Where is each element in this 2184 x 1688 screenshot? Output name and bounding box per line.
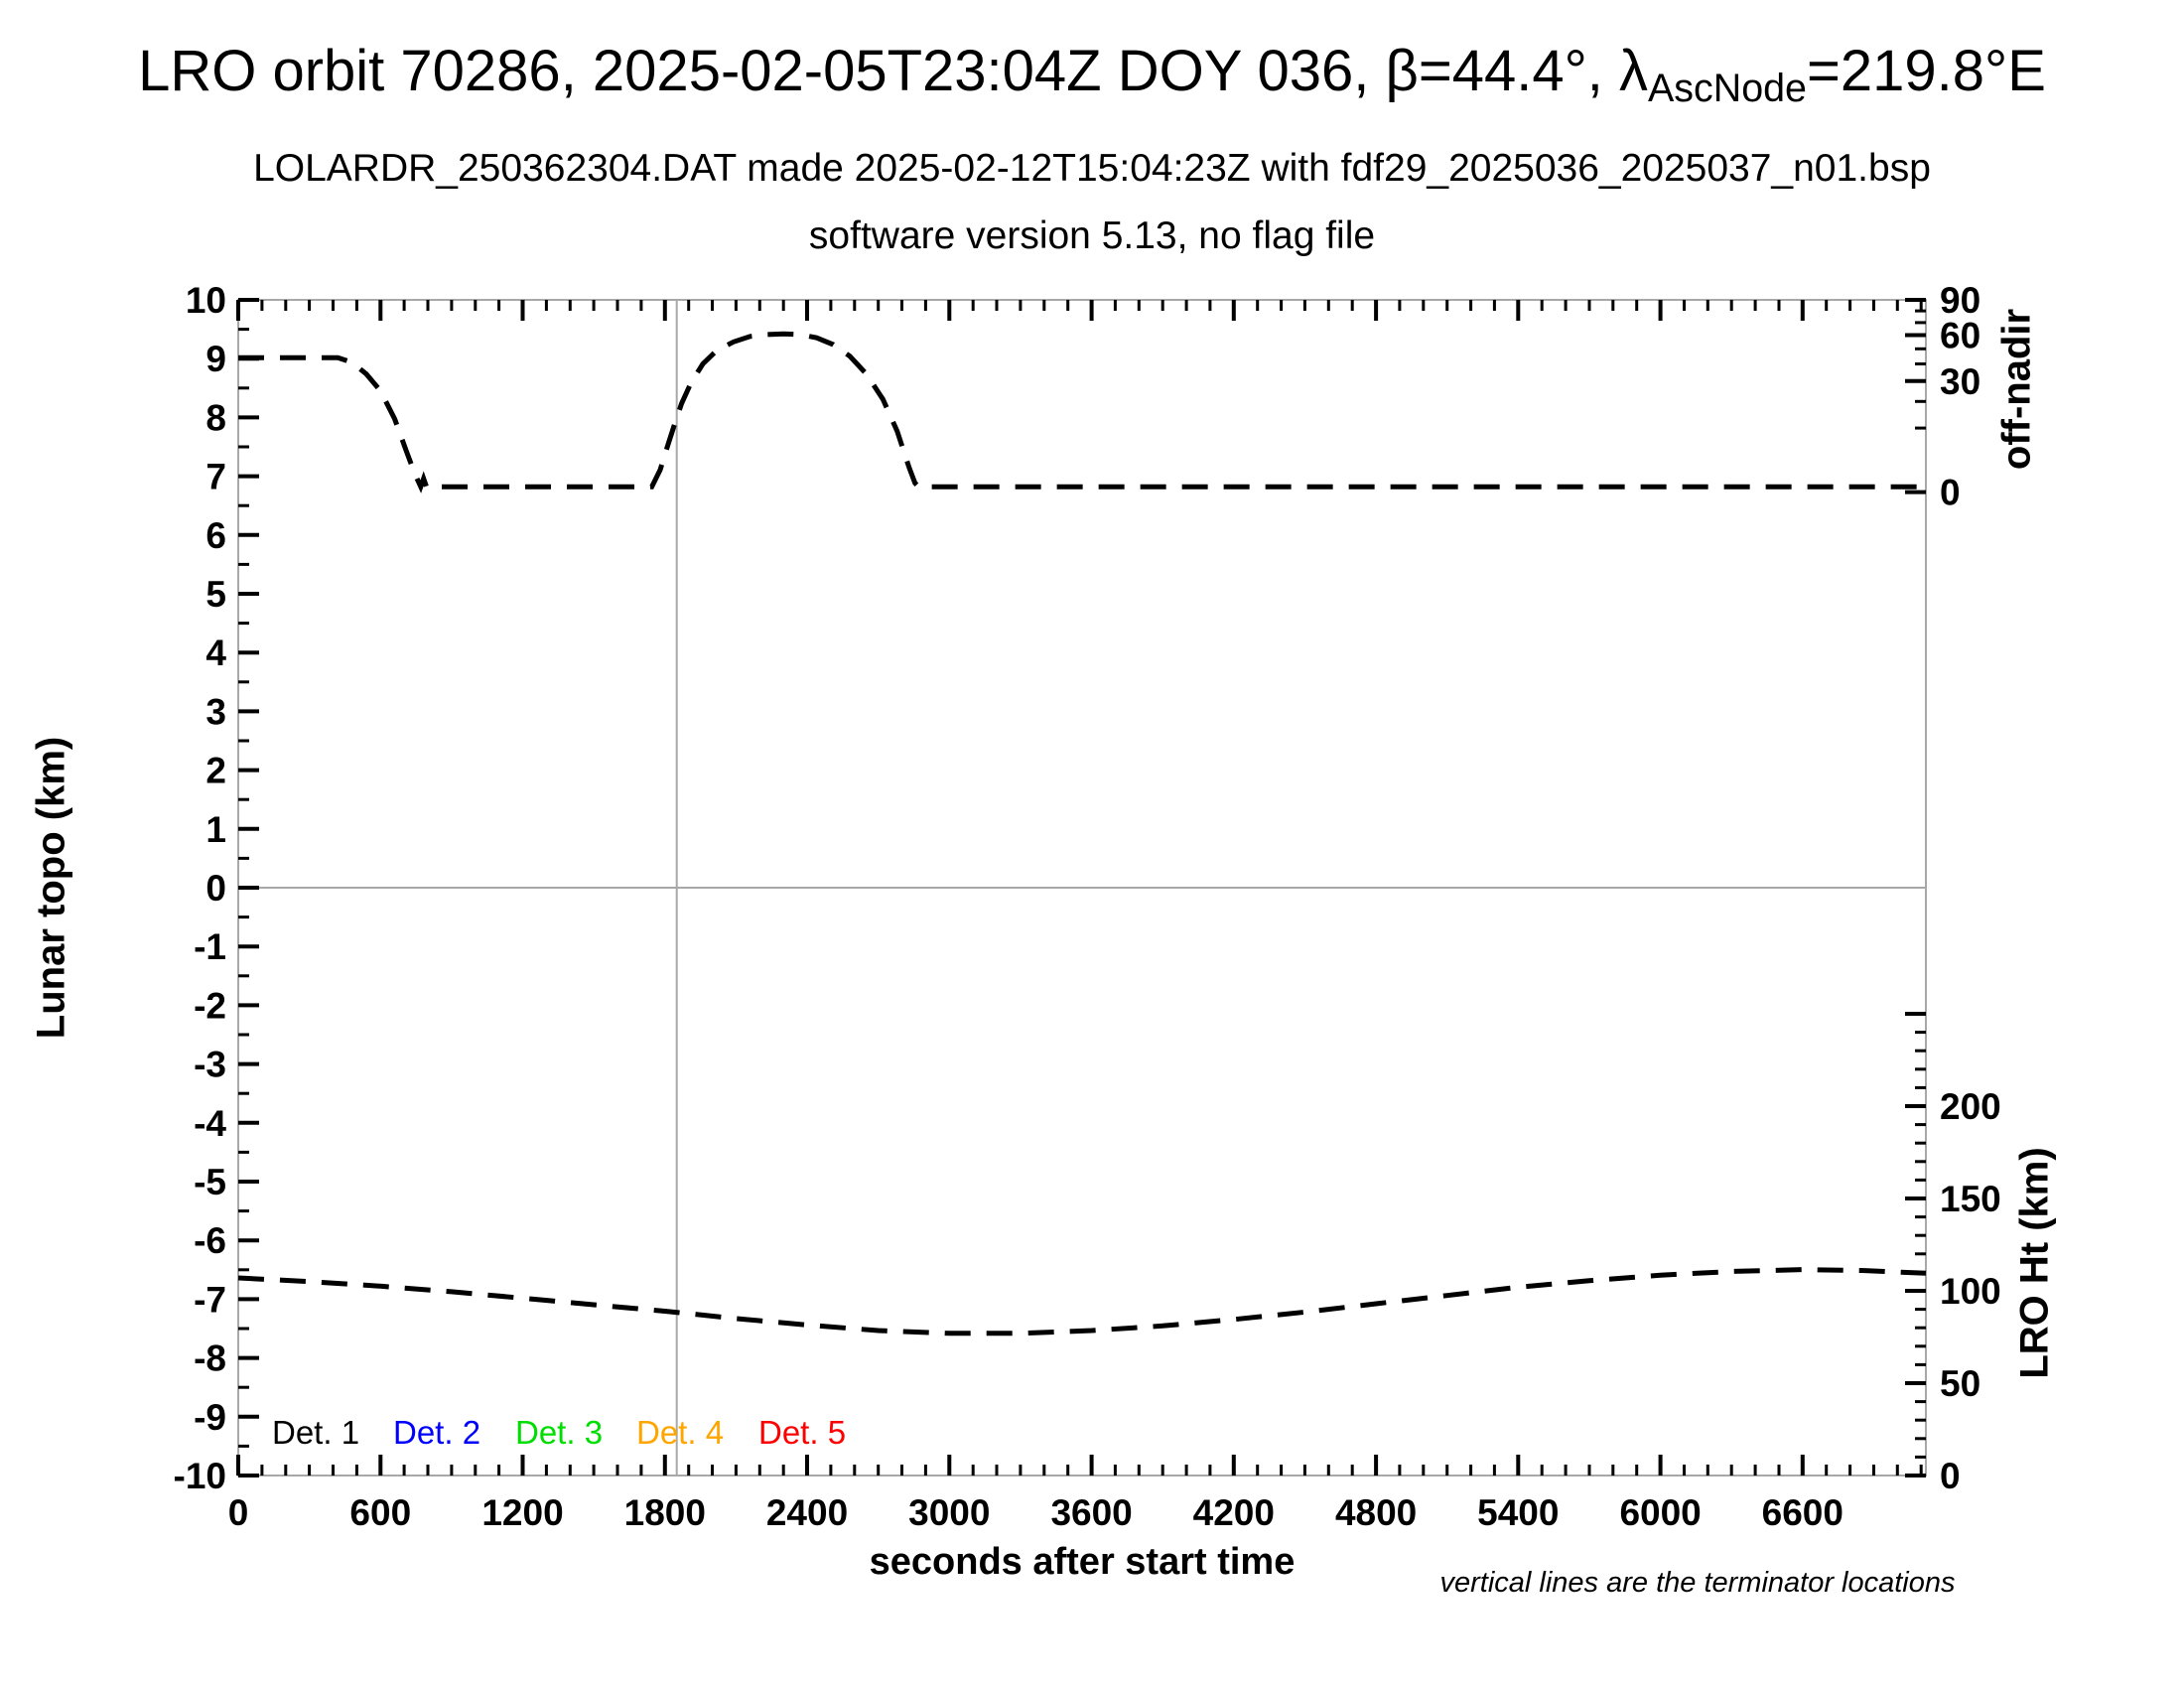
y-left-tick-label: 5	[205, 574, 226, 615]
x-axis-title: seconds after start time	[869, 1541, 1296, 1583]
y-left-tick-label: 6	[205, 515, 226, 556]
x-tick-label: 2400	[766, 1492, 848, 1533]
x-tick-label: 0	[228, 1492, 249, 1533]
y-left-tick-label: -6	[194, 1220, 226, 1261]
subtitle-file-info: LOLARDR_250362304.DAT made 2025-02-12T15…	[253, 147, 1931, 190]
x-tick-label: 5400	[1477, 1492, 1559, 1533]
y-left-tick-label: -7	[194, 1279, 226, 1320]
y-left-tick-label: 10	[186, 280, 226, 321]
lro-height-curve	[237, 1267, 1927, 1336]
x-tick-label: 3600	[1050, 1492, 1132, 1533]
y-left-tick-label: -5	[194, 1162, 226, 1202]
terminator-note: vertical lines are the terminator locati…	[1439, 1567, 1956, 1599]
x-tick-label: 1800	[624, 1492, 706, 1533]
off-nadir-curve	[238, 331, 1926, 493]
plot-title-main: LRO orbit 70286, 2025-02-05T23:04Z DOY 0…	[138, 39, 1649, 103]
x-tick-label: 4800	[1335, 1492, 1417, 1533]
y-left-tick-label: -1	[194, 926, 226, 967]
y-left-tick-label: -10	[174, 1456, 226, 1496]
y-left-tick-label: 9	[205, 339, 226, 379]
x-tick-label: 3000	[908, 1492, 990, 1533]
x-tick-label: 600	[349, 1492, 411, 1533]
y-axis-title-offnadir: off-nadir	[1994, 308, 2039, 471]
y-left-tick-label: 2	[205, 751, 226, 791]
offnadir-tick-label: 90	[1940, 280, 1980, 321]
y-left-tick-label: 0	[205, 868, 226, 909]
y-left-tick-label: -2	[194, 985, 226, 1026]
y-left-tick-label: -3	[194, 1045, 226, 1085]
offnadir-tick-label: 30	[1940, 361, 1980, 402]
plot-title-subscript: AscNode	[1648, 67, 1807, 111]
lroht-tick-label: 50	[1940, 1363, 1980, 1404]
lroht-tick-label: 100	[1940, 1271, 2001, 1312]
offnadir-tick-label: 60	[1940, 316, 1980, 356]
x-tick-label: 6000	[1619, 1492, 1701, 1533]
y-left-tick-label: 1	[205, 809, 226, 850]
y-left-tick-label: 4	[205, 633, 226, 673]
y-axis-title-left: Lunar topo (km)	[29, 736, 73, 1040]
plot-title-suffix: =219.8°E	[1806, 39, 2046, 103]
legend-item-det-2: Det. 2	[393, 1414, 481, 1451]
y-left-tick-label: -9	[194, 1397, 226, 1438]
y-left-tick-label: 3	[205, 691, 226, 732]
x-tick-label: 6600	[1762, 1492, 1843, 1533]
y-left-tick-label: 7	[205, 457, 226, 497]
x-tick-label: 4200	[1193, 1492, 1275, 1533]
subtitle-software-version: software version 5.13, no flag file	[808, 214, 1376, 257]
lroht-tick-label: 150	[1940, 1179, 2001, 1219]
y-left-tick-label: 8	[205, 397, 226, 438]
y-left-tick-label: -8	[194, 1338, 226, 1379]
legend-item-det-4: Det. 4	[636, 1414, 725, 1451]
lroht-tick-label: 0	[1940, 1456, 1961, 1496]
legend-item-det-3: Det. 3	[515, 1414, 604, 1451]
plot-title: LRO orbit 70286, 2025-02-05T23:04Z DOY 0…	[0, 38, 2184, 111]
legend-item-det-1: Det. 1	[272, 1414, 360, 1451]
lroht-tick-label: 200	[1940, 1086, 2001, 1127]
y-left-tick-label: -4	[194, 1103, 226, 1144]
x-tick-label: 1200	[481, 1492, 563, 1533]
legend-item-det-5: Det. 5	[758, 1414, 847, 1451]
offnadir-tick-label: 0	[1940, 473, 1961, 513]
y-axis-title-lro-height: LRO Ht (km)	[2012, 1147, 2057, 1379]
